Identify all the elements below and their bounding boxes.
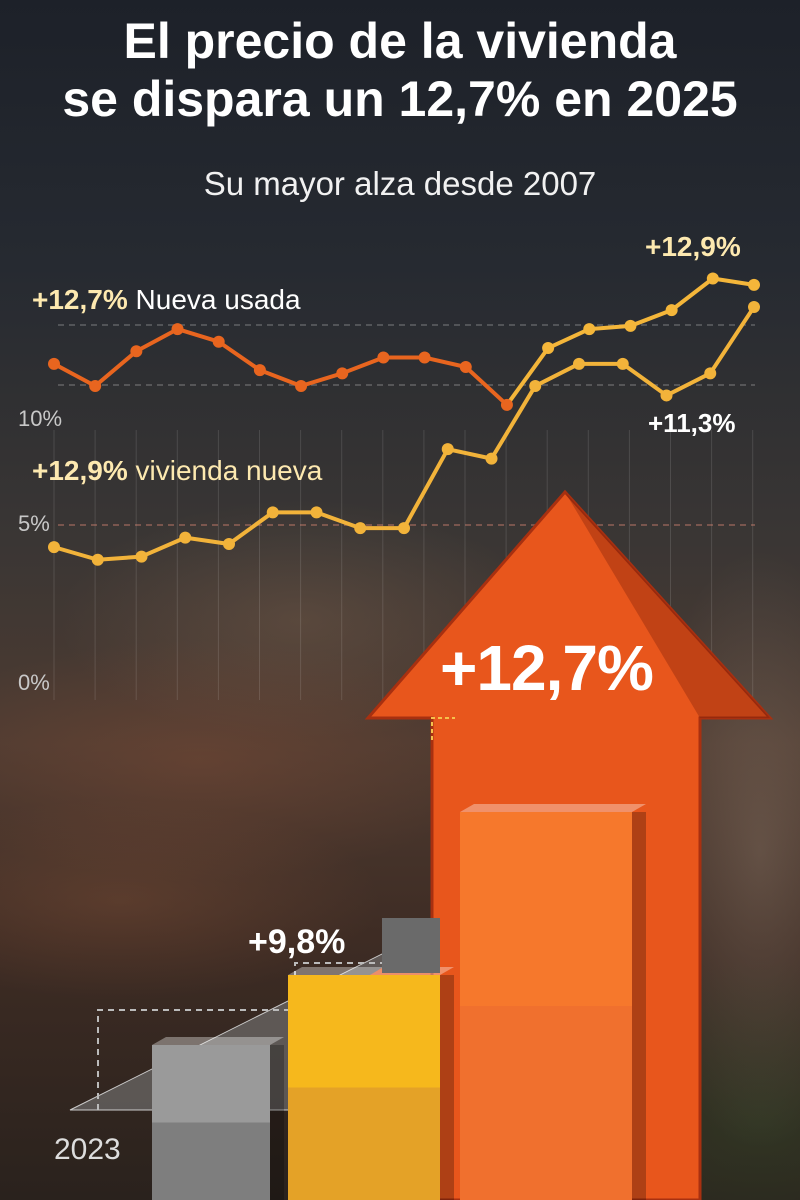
data-point: [398, 522, 410, 535]
data-point: [310, 506, 323, 519]
line-segment: [445, 447, 494, 461]
line-segment: [489, 383, 538, 461]
line-segment: [533, 361, 581, 388]
data-point: [485, 452, 498, 465]
data-point: [336, 367, 349, 380]
data-point: [459, 361, 472, 373]
line-segment: [93, 349, 139, 388]
bar-shade: [460, 1006, 632, 1200]
line-segment: [708, 304, 756, 376]
bar-shade: [152, 1122, 270, 1200]
legend-name: vivienda nueva: [135, 455, 323, 486]
end-label-usada: +12,9%: [645, 231, 741, 262]
line-segment: [175, 327, 221, 344]
data-point: [48, 541, 60, 554]
bar-side-face: [632, 812, 646, 1200]
dashed-guide: [431, 717, 455, 740]
data-point: [354, 522, 367, 535]
title-line-1: El precio de la vivienda: [123, 13, 677, 69]
page-title: El precio de la vivienda se dispara un 1…: [0, 12, 800, 128]
data-point: [748, 278, 760, 291]
data-point: [441, 443, 454, 456]
data-point: [583, 323, 596, 336]
line-segment: [620, 361, 669, 398]
subtitle: Su mayor alza desde 2007: [203, 165, 597, 202]
data-point: [418, 351, 431, 364]
data-point: [171, 323, 184, 336]
y-tick-10: 10%: [18, 406, 63, 431]
data-point: [130, 345, 143, 358]
line-segment: [628, 308, 674, 328]
data-point: [223, 537, 235, 550]
line-segment: [402, 447, 450, 531]
data-point: [706, 272, 719, 285]
data-point: [135, 550, 148, 563]
line-segment: [504, 346, 551, 407]
legend-vivienda-nueva: +12,9% vivienda nueva: [32, 454, 322, 488]
line-segment: [216, 339, 262, 373]
line-segment: [669, 276, 715, 313]
legend-value: +12,7%: [32, 284, 128, 315]
legend-value: +12,9%: [32, 455, 128, 486]
bar-label-2024: +9,8%: [248, 923, 346, 961]
data-point: [542, 342, 555, 355]
line-segment: [463, 365, 509, 407]
bar-side-face: [270, 1045, 284, 1200]
bar-shade: [288, 1087, 440, 1200]
data-point: [665, 304, 678, 317]
data-point: [704, 367, 717, 380]
data-point: [500, 398, 513, 411]
bar-top-face: [152, 1037, 284, 1045]
y-tick-0: 0%: [18, 670, 50, 695]
line-segment: [52, 545, 100, 562]
line-segment: [183, 535, 231, 546]
bar-back-grey: [382, 918, 440, 973]
line-segment: [340, 355, 386, 376]
line-segment: [587, 323, 633, 332]
line-segment: [422, 355, 468, 369]
data-point: [266, 506, 279, 519]
y-tick-5: 5%: [18, 511, 50, 536]
bar-label-2025: +12,7%: [440, 632, 654, 704]
x-label-2023: 2023: [54, 1133, 121, 1166]
line-segment: [257, 368, 304, 388]
bar-side-face: [440, 975, 454, 1200]
data-point: [529, 379, 542, 392]
line-segment: [52, 361, 98, 388]
line-segment: [139, 535, 188, 559]
line-segment: [546, 327, 592, 351]
legend-nueva-usada: +12,7% Nueva usada: [32, 283, 301, 317]
line-segment: [95, 554, 144, 562]
line-segment: [299, 371, 345, 388]
data-point: [573, 357, 585, 370]
end-label-nueva: +11,3%: [648, 408, 736, 438]
data-point: [253, 364, 266, 377]
title-line-2: se dispara un 12,7% en 2025: [62, 71, 738, 127]
data-point: [212, 335, 225, 348]
data-point: [295, 379, 308, 392]
line-segment: [134, 327, 180, 354]
line-segment: [314, 510, 363, 531]
data-point: [179, 531, 192, 544]
legend-name: Nueva usada: [135, 284, 301, 315]
data-point: [660, 389, 673, 402]
data-point: [377, 351, 390, 364]
line-segment: [710, 276, 756, 287]
data-point: [91, 553, 104, 566]
bar-top-face: [460, 804, 646, 812]
line-segment: [227, 510, 275, 546]
data-point: [624, 319, 637, 332]
data-point: [748, 300, 760, 313]
data-point: [48, 357, 60, 370]
arrow-shade: [565, 492, 770, 718]
data-point: [89, 379, 102, 392]
data-point: [616, 357, 629, 370]
line-segment: [664, 371, 713, 398]
